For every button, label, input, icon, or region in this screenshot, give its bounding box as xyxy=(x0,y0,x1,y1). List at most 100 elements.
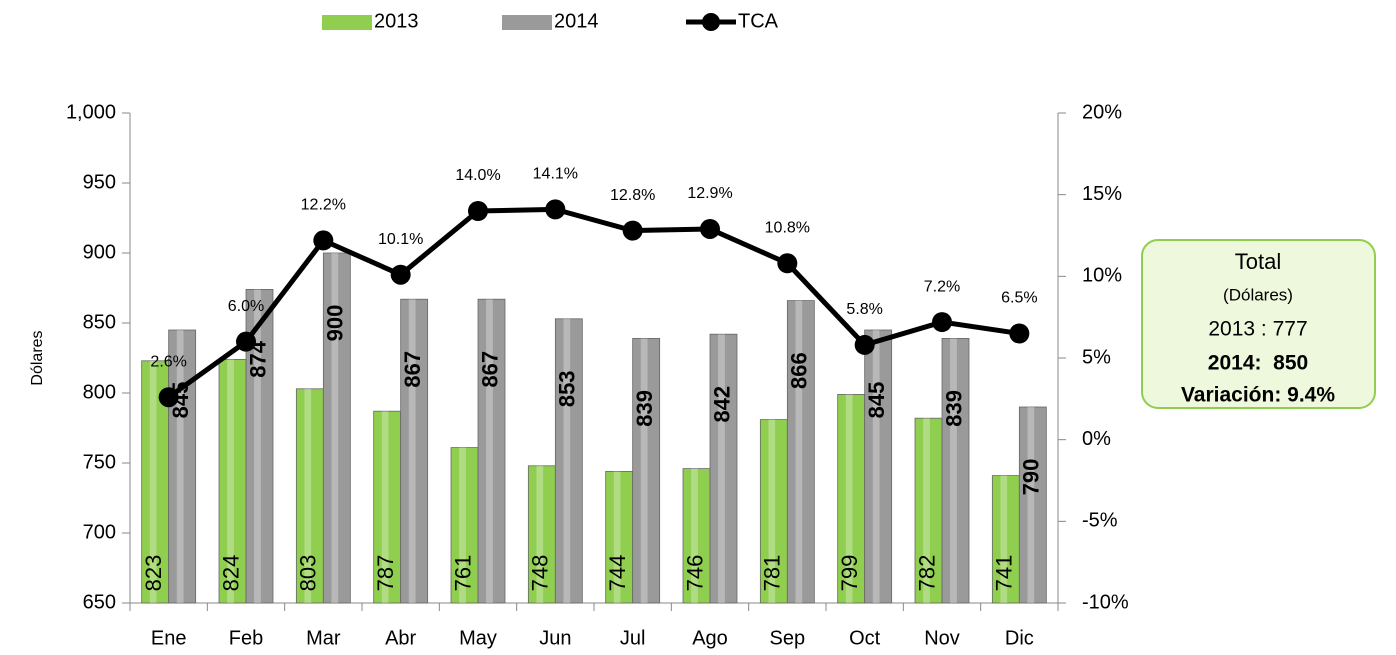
line-marker xyxy=(468,201,488,221)
line-marker xyxy=(854,334,875,355)
data-label: 5.8% xyxy=(846,301,882,318)
bar xyxy=(554,318,583,604)
bar xyxy=(632,337,661,604)
data-label: 839 xyxy=(941,390,966,427)
bar xyxy=(605,470,634,604)
data-label: 866 xyxy=(787,352,812,389)
y2-tick-label: -10% xyxy=(1082,591,1129,613)
data-label: 10.8% xyxy=(765,219,810,236)
data-label: 900 xyxy=(323,305,348,342)
bar-shine xyxy=(563,318,571,603)
data-label: 10.1% xyxy=(378,231,423,248)
y2-tick-label: 5% xyxy=(1082,346,1111,368)
line-marker xyxy=(622,220,643,241)
x-tick-label: Sep xyxy=(770,627,806,649)
data-label: 746 xyxy=(682,555,707,592)
y-tick-label: 700 xyxy=(83,521,116,543)
line-marker xyxy=(313,230,334,251)
total-line: 2013 : 777 xyxy=(1208,318,1307,341)
data-label: 2.6% xyxy=(150,353,186,370)
bar-shine xyxy=(845,394,853,603)
line xyxy=(167,206,1020,400)
bar-shine xyxy=(331,253,339,603)
bar xyxy=(864,329,893,604)
x-tick-label: Abr xyxy=(385,627,416,649)
data-label: 7.2% xyxy=(924,278,960,295)
bar-shine xyxy=(176,330,184,603)
x-tick-label: Ene xyxy=(151,627,187,649)
bar xyxy=(322,252,351,604)
legend-label: 2014 xyxy=(554,10,599,32)
data-label: 839 xyxy=(632,390,657,427)
data-label: 790 xyxy=(1019,459,1044,496)
y2-tick-label: 0% xyxy=(1082,428,1111,450)
y-axis-label: Dólares xyxy=(29,330,46,385)
bar-shine xyxy=(613,471,621,603)
data-label: 781 xyxy=(760,555,785,592)
line-marker xyxy=(390,264,411,285)
line-marker xyxy=(236,331,256,352)
data-label: 782 xyxy=(914,555,939,592)
bar-shine xyxy=(149,360,157,603)
data-label: 824 xyxy=(218,555,243,592)
bar xyxy=(759,419,788,604)
line-marker xyxy=(777,253,798,274)
bar xyxy=(218,358,247,604)
data-label: 799 xyxy=(837,555,862,592)
bar-shine xyxy=(795,300,803,603)
bar-shine xyxy=(923,418,930,603)
y2-tick-label: 10% xyxy=(1082,265,1122,287)
y2-tick-label: -5% xyxy=(1082,510,1118,532)
y-tick-label: 800 xyxy=(83,381,116,403)
y2-tick-label: 20% xyxy=(1082,101,1122,123)
bar xyxy=(400,298,429,604)
x-tick-label: Mar xyxy=(306,627,341,649)
data-label: 867 xyxy=(400,351,425,388)
bar xyxy=(709,333,738,604)
bar-shine xyxy=(536,465,544,603)
bar-shine xyxy=(459,447,466,603)
bar-shine xyxy=(718,334,725,603)
bar-shine xyxy=(254,289,261,603)
data-label: 12.9% xyxy=(687,185,732,202)
x-tick-label: Dic xyxy=(1005,627,1034,649)
data-label: 842 xyxy=(709,386,734,423)
x-tick-label: May xyxy=(459,627,497,649)
data-label: 12.2% xyxy=(301,197,346,214)
x-tick-label: Jul xyxy=(620,627,646,649)
legend-label: TCA xyxy=(738,10,779,32)
bar-shine xyxy=(768,419,776,603)
data-label: 6.5% xyxy=(1001,290,1037,307)
line-marker xyxy=(545,199,566,220)
line-marker xyxy=(158,387,179,408)
line-marker xyxy=(1009,323,1030,344)
total-box xyxy=(1141,239,1376,409)
data-label: 867 xyxy=(477,351,502,388)
line-marker xyxy=(932,312,952,333)
x-tick-label: Ago xyxy=(692,627,728,649)
data-label: 803 xyxy=(296,555,321,592)
data-label: 761 xyxy=(450,555,475,592)
total-subtitle: (Dólares) xyxy=(1223,285,1293,304)
x-tick-label: Nov xyxy=(924,627,960,649)
total-line: 2014: 850 xyxy=(1208,352,1308,375)
bar-shine xyxy=(1027,407,1035,603)
bar-shine xyxy=(691,468,698,603)
bar xyxy=(786,300,815,604)
data-label: 14.1% xyxy=(533,166,578,183)
y-tick-label: 850 xyxy=(83,311,116,333)
bar-shine xyxy=(872,330,880,603)
bar xyxy=(941,337,970,604)
bar-shine xyxy=(640,338,648,603)
y-tick-label: 1,000 xyxy=(66,101,116,123)
y-tick-label: 950 xyxy=(83,171,116,193)
legend-marker xyxy=(702,13,720,31)
bar xyxy=(477,298,506,604)
bar xyxy=(168,329,197,604)
bar-shine xyxy=(408,299,416,603)
x-tick-label: Feb xyxy=(229,627,263,649)
total-title: Total xyxy=(1235,249,1281,274)
data-label: 12.8% xyxy=(610,187,655,204)
y-tick-label: 900 xyxy=(83,241,116,263)
